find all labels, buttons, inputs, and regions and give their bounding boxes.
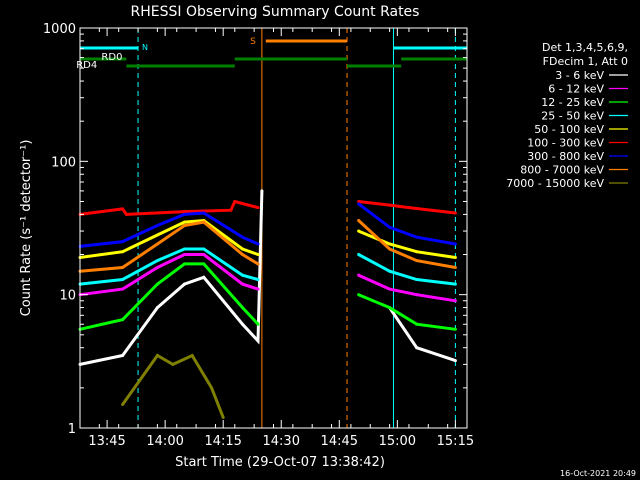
series-7000-15000kev — [121, 353, 225, 419]
series-line — [388, 306, 456, 363]
series-300-800kev — [78, 202, 457, 248]
series-line — [358, 229, 456, 259]
legend-label: 7000 - 15000 keV — [506, 177, 604, 190]
legend-label: 25 - 50 keV — [541, 110, 604, 123]
footer-date: 16-Oct-2021 20:49 — [560, 469, 636, 478]
x-tick-label: 14:45 — [321, 434, 358, 449]
flag-label-rd4: RD4 — [76, 60, 97, 71]
series-line — [357, 273, 456, 303]
series-line — [79, 218, 259, 259]
series-line — [79, 199, 259, 216]
x-tick-label: 15:15 — [437, 434, 474, 449]
flag-label-rd0: RD0 — [101, 52, 122, 63]
series-800-7000kev — [78, 218, 457, 273]
x-tick-label: 14:00 — [146, 434, 183, 449]
series-6-12kev — [78, 253, 457, 303]
x-tick-label: 14:30 — [263, 434, 300, 449]
x-tick-label: 14:15 — [204, 434, 241, 449]
legend-label: 6 - 12 keV — [548, 83, 604, 96]
series-line — [358, 293, 456, 331]
legend-label: 300 - 800 keV — [527, 150, 604, 163]
y-tick-label: 10 — [59, 289, 76, 304]
legend-header-line: FDecim 1, Att 0 — [543, 55, 628, 68]
legend-header-line: Det 1,3,4,5,6,9, — [542, 41, 628, 54]
legend-label: 100 - 300 keV — [527, 137, 604, 150]
series-line — [121, 353, 225, 418]
x-tick-label: 13:45 — [88, 434, 125, 449]
series-line — [79, 190, 264, 366]
axis-ticks: 13:45 14:00 14:15 14:30 14:45 15:00 15:15 1 10 10… — [43, 22, 474, 449]
series-line — [358, 200, 456, 215]
series-line — [79, 247, 259, 286]
flag-and-gap-lines — [79, 28, 456, 428]
legend-label: 50 - 100 keV — [534, 123, 604, 136]
flag-label-s: S — [250, 37, 256, 47]
series-layer — [78, 189, 457, 419]
legend: Det 1,3,4,5,6,9,FDecim 1, Att 03 - 6 keV… — [506, 41, 628, 190]
legend-label: 800 - 7000 keV — [520, 164, 604, 177]
series-12-25kev — [78, 262, 457, 331]
series-line — [357, 253, 456, 286]
y-tick-label: 1000 — [43, 22, 76, 37]
flag-label-n: N — [142, 43, 148, 52]
series-100-300kev — [78, 199, 457, 216]
series-line — [79, 253, 259, 297]
series-25-50kev — [78, 247, 457, 286]
x-axis-label: Start Time (29-Oct-07 13:38:42) — [175, 455, 385, 470]
series-line — [79, 220, 259, 273]
y-tick-label: 1 — [68, 422, 76, 437]
y-axis-label: Count Rate (s⁻¹ detector⁻¹) — [19, 140, 34, 317]
series-line — [79, 262, 260, 331]
series-line — [357, 202, 456, 246]
legend-label: 3 - 6 keV — [555, 69, 604, 82]
legend-label: 12 - 25 keV — [541, 96, 604, 109]
chart-title: RHESSI Observing Summary Count Rates — [131, 4, 420, 20]
series-3-6kev — [78, 189, 457, 366]
y-tick-label: 100 — [51, 155, 76, 170]
x-tick-label: 15:00 — [379, 434, 416, 449]
flags-layer: N RD0 RD4 S — [76, 37, 467, 71]
series-line — [79, 211, 259, 248]
series-line — [357, 219, 456, 269]
series-50-100kev — [78, 218, 457, 259]
